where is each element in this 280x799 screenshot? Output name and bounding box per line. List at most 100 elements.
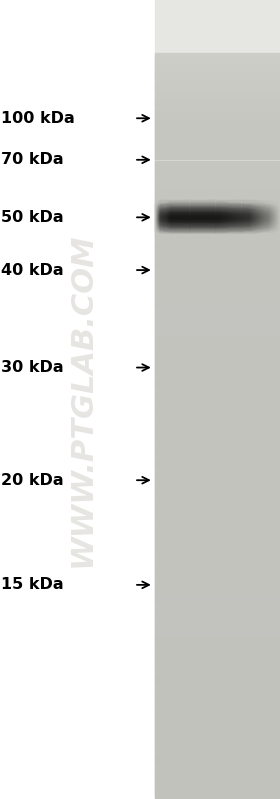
Bar [216, 201, 218, 203]
Bar [250, 223, 251, 225]
Bar [204, 222, 205, 224]
Bar [183, 221, 185, 222]
Bar [205, 230, 206, 232]
Bar [208, 226, 209, 228]
Bar [185, 223, 187, 225]
Bar [209, 215, 211, 217]
Bar [177, 201, 178, 202]
Bar [203, 216, 204, 217]
Bar [241, 209, 242, 210]
Bar [197, 203, 198, 205]
Bar [185, 213, 187, 215]
Bar [197, 222, 198, 224]
Bar [193, 232, 194, 233]
Bar [267, 225, 268, 226]
Bar [264, 214, 266, 216]
Bar [160, 221, 162, 223]
Bar [216, 219, 218, 221]
Bar [246, 203, 247, 205]
Bar [165, 221, 167, 223]
Bar [155, 488, 280, 492]
Bar [182, 233, 183, 234]
Bar [160, 213, 162, 214]
Bar [203, 229, 204, 231]
Bar [188, 209, 190, 211]
Bar [167, 217, 168, 219]
Bar [202, 205, 203, 206]
Bar [168, 216, 169, 217]
Bar [155, 170, 280, 173]
Bar [257, 207, 258, 209]
Bar [209, 213, 211, 215]
Bar [257, 225, 258, 227]
Bar [231, 217, 232, 218]
Bar [238, 225, 240, 226]
Bar [182, 211, 183, 213]
Bar [198, 213, 199, 214]
Bar [174, 229, 175, 230]
Bar [251, 215, 252, 217]
Bar [274, 229, 275, 230]
Bar [270, 219, 271, 221]
Bar [273, 202, 274, 204]
Bar [241, 209, 242, 211]
Bar [156, 225, 157, 227]
Bar [155, 324, 280, 328]
Bar [165, 210, 167, 212]
Bar [196, 203, 197, 205]
Bar [164, 222, 165, 224]
Bar [267, 206, 268, 208]
Bar [155, 144, 280, 148]
Bar [155, 760, 280, 764]
Bar [222, 209, 223, 210]
Bar [196, 228, 197, 229]
Bar [274, 223, 275, 225]
Bar [212, 212, 214, 213]
Bar [155, 777, 280, 781]
Bar [157, 228, 158, 229]
Bar [272, 225, 273, 226]
Bar [264, 225, 266, 226]
Bar [272, 216, 273, 217]
Bar [185, 233, 187, 234]
Bar [155, 223, 157, 225]
Bar [205, 210, 206, 212]
Bar [264, 229, 266, 230]
Bar [155, 740, 280, 743]
Bar [235, 203, 237, 205]
Bar [225, 208, 226, 209]
Bar [210, 202, 212, 204]
Bar [192, 229, 193, 230]
Bar [198, 228, 199, 229]
Bar [197, 228, 198, 229]
Bar [157, 230, 158, 232]
Bar [206, 213, 207, 214]
Bar [155, 295, 280, 298]
Bar [190, 200, 192, 201]
Bar [276, 216, 277, 217]
Bar [233, 216, 234, 217]
Bar [212, 221, 214, 222]
Bar [210, 211, 212, 213]
Bar [161, 222, 163, 224]
Bar [180, 201, 181, 203]
Bar [229, 230, 230, 232]
Bar [236, 219, 238, 221]
Bar [212, 215, 214, 217]
Bar [205, 228, 206, 229]
Bar [226, 221, 227, 222]
Bar [232, 205, 234, 206]
Bar [247, 232, 248, 233]
Bar [254, 225, 255, 226]
Bar [242, 212, 244, 213]
Bar [182, 218, 183, 220]
Bar [161, 215, 163, 217]
Bar [179, 229, 180, 230]
Bar [175, 201, 176, 203]
Bar [274, 209, 275, 211]
Bar [278, 217, 279, 219]
Bar [264, 210, 266, 212]
Bar [241, 221, 243, 222]
Bar [267, 211, 268, 213]
Bar [155, 587, 280, 590]
